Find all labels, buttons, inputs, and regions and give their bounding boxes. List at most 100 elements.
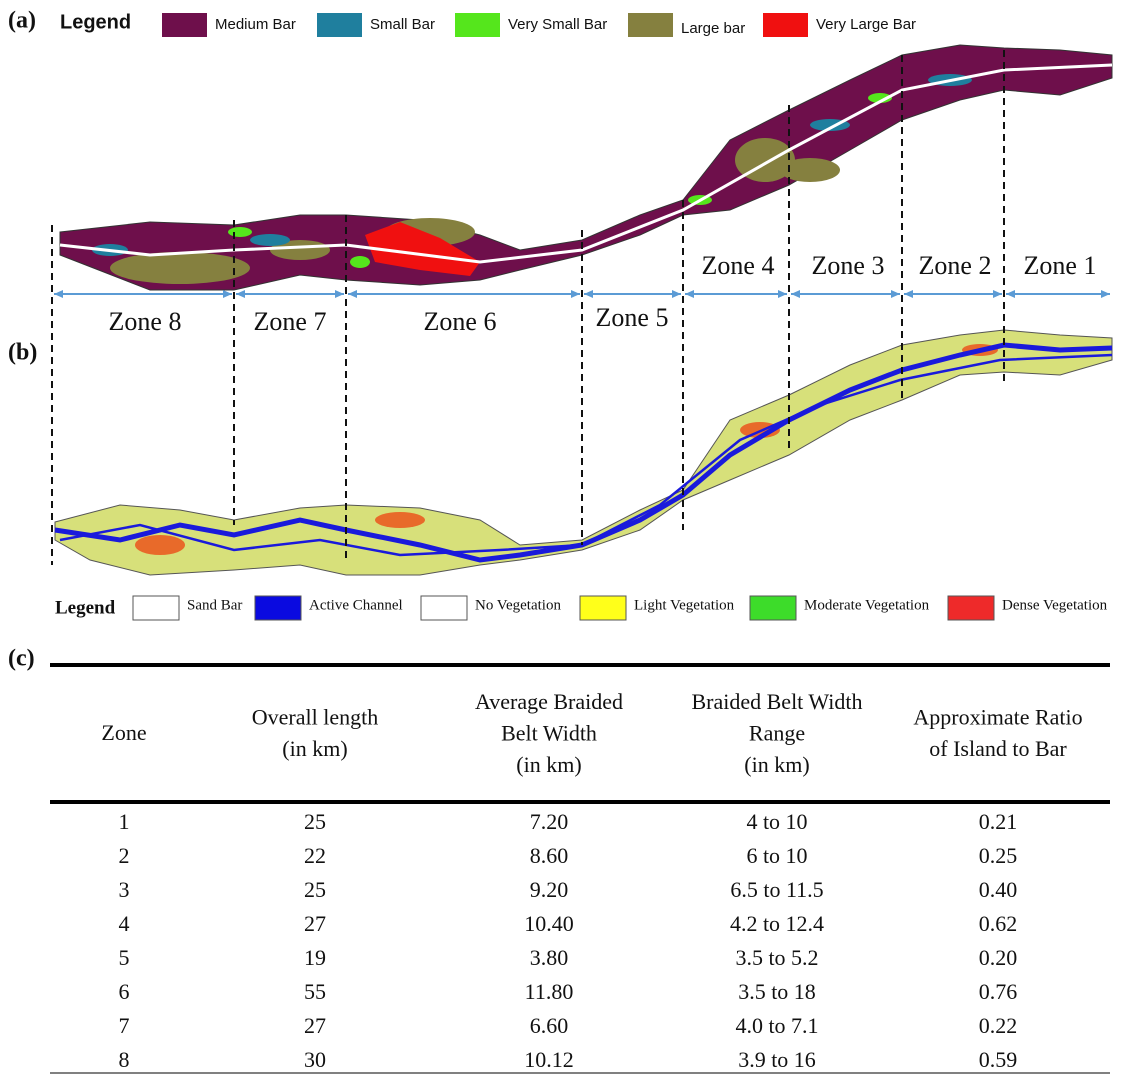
arrow-head bbox=[54, 290, 63, 298]
legend-label: Light Vegetation bbox=[634, 597, 735, 613]
legend-swatch bbox=[750, 596, 796, 620]
table-cell: 6 bbox=[119, 979, 130, 1004]
arrow-head bbox=[791, 290, 800, 298]
legend-swatch bbox=[133, 596, 179, 620]
table-header: of Island to Bar bbox=[929, 736, 1067, 761]
table-header: (in km) bbox=[516, 752, 581, 777]
table-cell: 1 bbox=[119, 809, 130, 834]
legend-swatch bbox=[948, 596, 994, 620]
table-cell: 19 bbox=[304, 945, 326, 970]
table-cell: 11.80 bbox=[525, 979, 574, 1004]
legend-swatch bbox=[255, 596, 301, 620]
zone-label: Zone 3 bbox=[812, 251, 885, 280]
table-cell: 6 to 10 bbox=[746, 843, 807, 868]
zone-label: Zone 2 bbox=[919, 251, 992, 280]
table-cell: 3.9 to 16 bbox=[738, 1047, 816, 1072]
zone-label: Zone 6 bbox=[424, 307, 497, 336]
zone-label: Zone 7 bbox=[254, 307, 327, 336]
arrow-head bbox=[1101, 290, 1110, 298]
table-cell: 7.20 bbox=[530, 809, 569, 834]
arrow-head bbox=[236, 290, 245, 298]
zone-label: Zone 5 bbox=[596, 303, 669, 332]
arrow-head bbox=[904, 290, 913, 298]
table-header: Belt Width bbox=[501, 721, 597, 746]
arrow-head bbox=[584, 290, 593, 298]
legend-swatch bbox=[628, 13, 673, 37]
table-cell: 4.2 to 12.4 bbox=[730, 911, 824, 936]
panel-label: (a) bbox=[8, 8, 36, 34]
legend-label: Dense Vegetation bbox=[1002, 597, 1108, 613]
arrow-head bbox=[1006, 290, 1015, 298]
arrow-head bbox=[335, 290, 344, 298]
zone-label: Zone 8 bbox=[109, 307, 182, 336]
table-cell: 22 bbox=[304, 843, 326, 868]
table-header: Braided Belt Width bbox=[691, 689, 862, 714]
legend-label: No Vegetation bbox=[475, 597, 561, 613]
table-cell: 10.12 bbox=[524, 1047, 574, 1072]
legend-label: Very Small Bar bbox=[508, 16, 607, 33]
panel-label: (b) bbox=[8, 340, 37, 366]
arrow-head bbox=[685, 290, 694, 298]
table-cell: 0.20 bbox=[979, 945, 1018, 970]
figure: (a) Legend (b) Legend (c) Medium Bar Smal… bbox=[0, 0, 1127, 1074]
table-cell: 4.0 to 7.1 bbox=[735, 1013, 818, 1038]
table-cell: 6.5 to 11.5 bbox=[730, 877, 823, 902]
table-cell: 4 bbox=[119, 911, 130, 936]
arrow-head bbox=[672, 290, 681, 298]
arrow-head bbox=[223, 290, 232, 298]
legend-label: Active Channel bbox=[309, 597, 403, 613]
table-cell: 55 bbox=[304, 979, 326, 1004]
vegetation-map bbox=[55, 330, 1112, 575]
table-cell: 0.59 bbox=[979, 1047, 1018, 1072]
legend-swatch bbox=[580, 596, 626, 620]
table-header: Zone bbox=[101, 720, 146, 745]
table-header: Overall length bbox=[252, 705, 378, 730]
table-cell: 9.20 bbox=[530, 877, 569, 902]
table-cell: 3.80 bbox=[530, 945, 569, 970]
arrow-head bbox=[571, 290, 580, 298]
legend-title: Legend bbox=[55, 597, 116, 618]
table-cell: 10.40 bbox=[524, 911, 574, 936]
arrow-head bbox=[993, 290, 1002, 298]
legend-label: Medium Bar bbox=[215, 16, 296, 33]
table-header: (in km) bbox=[744, 752, 809, 777]
table-cell: 27 bbox=[304, 911, 326, 936]
legend-swatch bbox=[455, 13, 500, 37]
table-cell: 3 bbox=[119, 877, 130, 902]
table-cell: 8 bbox=[119, 1047, 130, 1072]
table-cell: 0.62 bbox=[979, 911, 1018, 936]
legend-swatch bbox=[317, 13, 362, 37]
legend-label: Small Bar bbox=[370, 16, 435, 33]
table-cell: 0.25 bbox=[979, 843, 1018, 868]
table-cell: 25 bbox=[304, 877, 326, 902]
table-cell: 30 bbox=[304, 1047, 326, 1072]
table-cell: 8.60 bbox=[530, 843, 569, 868]
legend-swatch bbox=[421, 596, 467, 620]
legend-label: Sand Bar bbox=[187, 597, 242, 613]
legend-label: Moderate Vegetation bbox=[804, 597, 930, 613]
zone-label: Zone 4 bbox=[702, 251, 775, 280]
legend-swatch bbox=[162, 13, 207, 37]
table-cell: 3.5 to 18 bbox=[738, 979, 816, 1004]
table-cell: 0.22 bbox=[979, 1013, 1018, 1038]
table-cell: 25 bbox=[304, 809, 326, 834]
table-cell: 0.40 bbox=[979, 877, 1018, 902]
table-cell: 6.60 bbox=[530, 1013, 569, 1038]
legend-label: Very Large Bar bbox=[816, 16, 916, 33]
table-cell: 3.5 to 5.2 bbox=[735, 945, 818, 970]
arrow-head bbox=[778, 290, 787, 298]
table-cell: 2 bbox=[119, 843, 130, 868]
zone-label: Zone 1 bbox=[1024, 251, 1097, 280]
arrow-head bbox=[348, 290, 357, 298]
table-header: Approximate Ratio bbox=[913, 705, 1082, 730]
table-header: (in km) bbox=[282, 736, 347, 761]
table-header: Range bbox=[749, 721, 805, 746]
legend-title: Legend bbox=[60, 11, 131, 33]
table-cell: 0.21 bbox=[979, 809, 1018, 834]
legend-swatch bbox=[763, 13, 808, 37]
panel-label: (c) bbox=[8, 646, 35, 672]
table-cell: 4 to 10 bbox=[746, 809, 807, 834]
table-cell: 0.76 bbox=[979, 979, 1018, 1004]
arrow-head bbox=[891, 290, 900, 298]
table-cell: 27 bbox=[304, 1013, 326, 1038]
